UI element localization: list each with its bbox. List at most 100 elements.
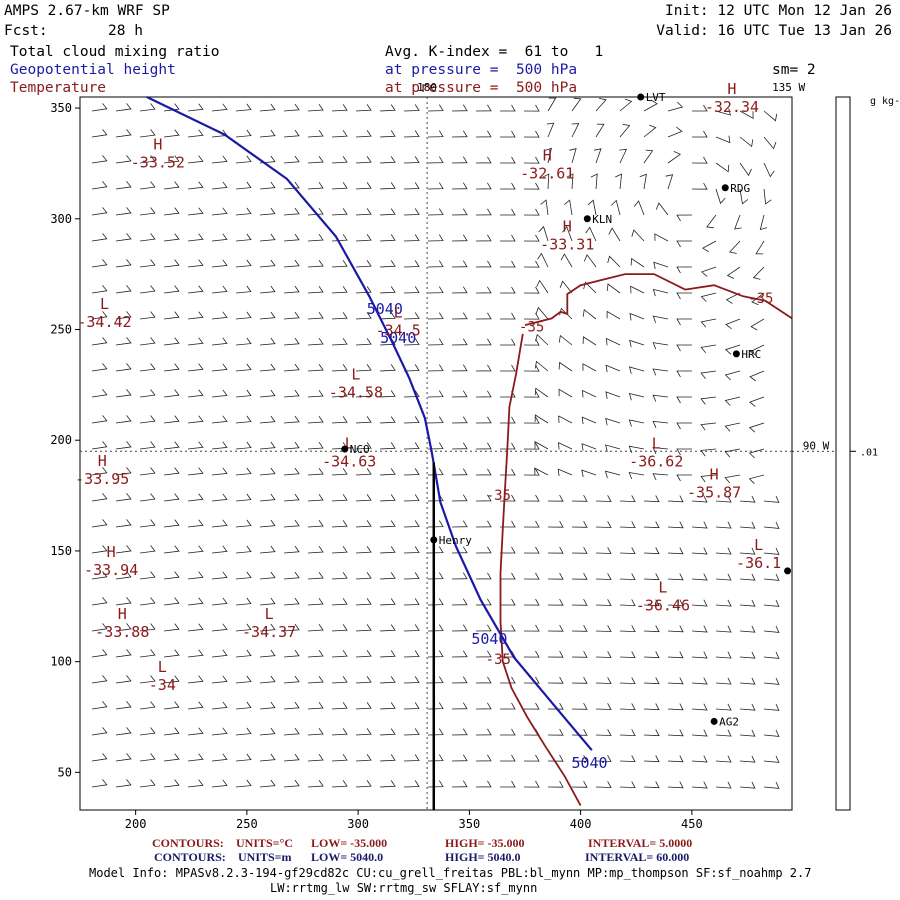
- wind-barb: [115, 233, 132, 242]
- extremum-value: -33.95: [75, 470, 129, 488]
- wind-barb: [667, 495, 684, 503]
- field-temperature-label: Temperature: [10, 80, 107, 96]
- wind-barb: [566, 173, 574, 190]
- height-low: LOW= 5040.0: [311, 850, 383, 864]
- wind-barb: [187, 181, 204, 190]
- wind-barb: [355, 728, 372, 736]
- wind-barb: [379, 728, 396, 736]
- wind-barb: [403, 234, 420, 242]
- wind-barb: [535, 306, 549, 320]
- wind-barb: [91, 675, 108, 684]
- wind-barb: [581, 416, 597, 425]
- wind-barb: [163, 753, 180, 762]
- extremum-value: -36.1: [736, 554, 781, 572]
- wind-barb: [331, 260, 348, 268]
- wind-barb: [427, 728, 444, 736]
- height-contours-label: CONTOURS:: [154, 850, 226, 864]
- wind-barb: [763, 781, 780, 789]
- wind-barb: [379, 286, 396, 294]
- field-cloud-label: Total cloud mixing ratio: [10, 44, 220, 60]
- wind-barb: [235, 389, 252, 398]
- wind-barb: [211, 233, 228, 242]
- wind-barb: [235, 779, 252, 788]
- wind-barb: [91, 155, 108, 164]
- wind-barb: [187, 415, 204, 424]
- wind-barb: [259, 753, 276, 762]
- wind-barb: [715, 135, 731, 144]
- wind-barb: [259, 779, 276, 788]
- wind-barb: [187, 259, 204, 268]
- wind-barb: [163, 363, 180, 372]
- wind-barb: [451, 546, 468, 554]
- wind-barb: [451, 338, 468, 346]
- wind-barb: [606, 283, 621, 294]
- wind-barb: [475, 364, 492, 372]
- wind-barb: [235, 181, 252, 190]
- wind-barb: [427, 182, 444, 190]
- colorbar-tick-label: .01: [860, 447, 878, 458]
- wind-barb: [259, 389, 276, 398]
- wind-barb: [331, 676, 348, 684]
- wind-barb: [163, 519, 180, 528]
- wind-barb: [500, 156, 516, 164]
- wind-barb: [139, 701, 156, 710]
- wind-barb: [763, 495, 780, 503]
- wind-barb: [211, 311, 228, 320]
- wind-barb: [259, 259, 276, 268]
- wind-barb: [91, 207, 108, 216]
- wind-barb: [475, 728, 492, 736]
- height-units: UNITS=m: [238, 850, 292, 864]
- y-tick-label: 350: [50, 101, 72, 115]
- wind-barb: [355, 182, 372, 190]
- wind-barb: [283, 155, 300, 164]
- wind-barb: [211, 103, 228, 112]
- wind-barb: [739, 110, 754, 119]
- wind-barb: [653, 261, 669, 270]
- colorbar: g kg-1 .01: [835, 96, 900, 811]
- wind-barb: [619, 651, 636, 659]
- wind-barb: [283, 623, 300, 632]
- wind-barb: [571, 521, 588, 528]
- wind-barb: [403, 104, 420, 112]
- wind-barb: [91, 389, 108, 398]
- wind-barb: [652, 342, 669, 350]
- wind-barb: [523, 780, 540, 788]
- wind-barb: [115, 155, 132, 164]
- wind-barb: [534, 467, 549, 476]
- wind-barb: [427, 260, 444, 268]
- wind-barb: [500, 624, 516, 632]
- wind-barb: [523, 260, 540, 268]
- wind-barb: [91, 181, 108, 190]
- wind-barb: [691, 651, 708, 659]
- wind-barb: [163, 207, 180, 216]
- wind-barb: [667, 755, 684, 763]
- wind-barb: [115, 675, 132, 684]
- wind-barb: [355, 494, 372, 502]
- extremum-value: -33.88: [95, 623, 149, 641]
- wind-barb: [630, 257, 645, 268]
- wind-barb: [691, 521, 708, 529]
- wind-barb: [523, 598, 540, 606]
- wind-barb: [163, 415, 180, 424]
- wind-barb: [259, 597, 276, 606]
- wind-barb: [139, 675, 156, 684]
- wind-barb: [139, 363, 156, 372]
- wind-barb: [187, 545, 204, 554]
- wind-barb: [283, 545, 300, 554]
- extremum-marker: H: [107, 543, 116, 561]
- wind-barb: [582, 363, 597, 372]
- wind-barb: [115, 415, 132, 424]
- extremum-marker: H: [710, 465, 719, 483]
- wind-barb: [523, 442, 540, 450]
- extremum-marker: L: [265, 605, 274, 623]
- wind-barb: [535, 333, 549, 346]
- wind-barb: [307, 415, 324, 424]
- isotherm-label: -35: [519, 320, 544, 336]
- wind-barb: [536, 279, 549, 294]
- extremum-marker: L: [652, 434, 661, 452]
- extremum-marker: H: [118, 605, 127, 623]
- wind-barb: [379, 156, 396, 164]
- extremum-value: -35.87: [687, 483, 741, 501]
- wind-barb: [633, 200, 645, 216]
- height-contour-label: 5040: [380, 329, 416, 347]
